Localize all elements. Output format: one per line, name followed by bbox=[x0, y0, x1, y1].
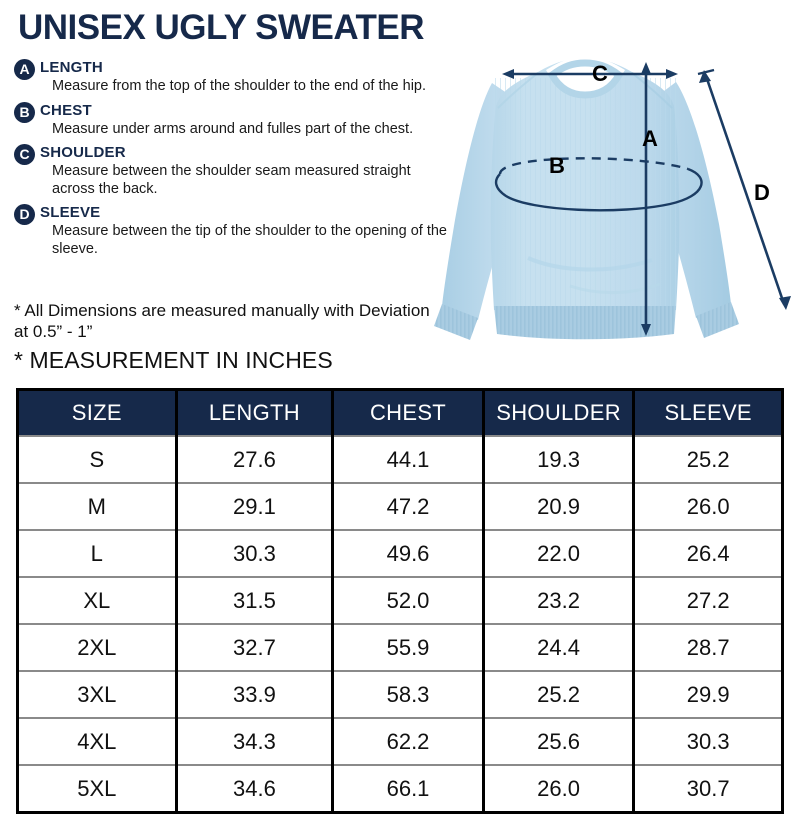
column-header-sleeve: SLEEVE bbox=[633, 389, 783, 437]
badge-a-icon: A bbox=[14, 59, 35, 80]
sweater-right-cuff bbox=[696, 302, 739, 338]
column-header-chest: CHEST bbox=[332, 389, 485, 437]
marker-letters: C A B D bbox=[549, 61, 770, 205]
legend-desc-shoulder: Measure between the shoulder seam measur… bbox=[52, 163, 411, 197]
legend-item-length: A LENGTH Measure from the top of the sho… bbox=[14, 58, 464, 96]
legend-desc-sleeve: Measure between the tip of the shoulder … bbox=[52, 223, 447, 257]
table-row: 5XL 34.6 66.1 26.0 30.7 bbox=[17, 764, 783, 813]
table-row: 2XL 32.7 55.9 24.4 28.7 bbox=[17, 623, 783, 671]
cell-chest: 49.6 bbox=[332, 529, 485, 577]
cell-chest: 55.9 bbox=[332, 623, 485, 671]
cell-sleeve: 29.9 bbox=[633, 670, 783, 718]
table-header-row: SIZE LENGTH CHEST SHOULDER SLEEVE bbox=[17, 389, 783, 437]
sweater-hem-ribbing bbox=[494, 306, 676, 340]
sweater-fold-a bbox=[527, 256, 653, 272]
size-chart-table: SIZE LENGTH CHEST SHOULDER SLEEVE S 27.6… bbox=[16, 388, 784, 814]
cell-shoulder: 25.6 bbox=[483, 717, 636, 765]
column-header-length: LENGTH bbox=[176, 389, 335, 437]
cell-shoulder: 22.0 bbox=[483, 529, 636, 577]
sweater-body-ribbing bbox=[491, 78, 679, 310]
sweater-shoulder-seam-left bbox=[497, 72, 539, 109]
cell-size: M bbox=[17, 482, 178, 530]
cell-size: 3XL bbox=[17, 670, 178, 718]
table-row: 4XL 34.3 62.2 25.6 30.3 bbox=[17, 717, 783, 765]
legend-item-sleeve: D SLEEVE Measure between the tip of the … bbox=[14, 203, 464, 258]
arrow-d bbox=[697, 68, 791, 310]
cell-length: 34.3 bbox=[176, 717, 335, 765]
cell-length: 32.7 bbox=[176, 623, 335, 671]
column-header-shoulder: SHOULDER bbox=[483, 389, 636, 437]
legend-label-sleeve: SLEEVE bbox=[40, 204, 101, 221]
cell-shoulder: 24.4 bbox=[483, 623, 636, 671]
cell-length: 31.5 bbox=[176, 576, 335, 624]
cell-shoulder: 19.3 bbox=[483, 436, 636, 483]
legend-item-shoulder: C SHOULDER Measure between the shoulder … bbox=[14, 143, 464, 198]
cell-chest: 47.2 bbox=[332, 482, 485, 530]
cell-length: 30.3 bbox=[176, 529, 335, 577]
cell-shoulder: 25.2 bbox=[483, 670, 636, 718]
cell-sleeve: 26.4 bbox=[633, 529, 783, 577]
cell-sleeve: 25.2 bbox=[633, 436, 783, 483]
marker-d: D bbox=[754, 180, 770, 205]
sweater-garment bbox=[434, 57, 739, 340]
cell-shoulder: 20.9 bbox=[483, 482, 636, 530]
measurement-arrows bbox=[494, 62, 791, 336]
cell-chest: 52.0 bbox=[332, 576, 485, 624]
column-header-size: SIZE bbox=[17, 389, 178, 437]
cell-size: XL bbox=[17, 576, 178, 624]
cell-sleeve: 30.7 bbox=[633, 764, 783, 813]
cell-length: 29.1 bbox=[176, 482, 335, 530]
marker-a: A bbox=[642, 126, 658, 151]
sweater-left-cuff bbox=[434, 304, 478, 340]
note-deviation: * All Dimensions are measured manually w… bbox=[14, 301, 430, 341]
cell-chest: 58.3 bbox=[332, 670, 485, 718]
cell-chest: 66.1 bbox=[332, 764, 485, 813]
marker-b: B bbox=[549, 153, 565, 178]
table-row: S 27.6 44.1 19.3 25.2 bbox=[17, 436, 783, 483]
cell-chest: 44.1 bbox=[332, 436, 485, 483]
legend-desc-chest: Measure under arms around and fulles par… bbox=[52, 120, 414, 137]
sweater-shoulder-seam-right bbox=[631, 72, 673, 109]
cell-size: 2XL bbox=[17, 623, 178, 671]
arrow-b bbox=[494, 157, 703, 212]
table-row: L 30.3 49.6 22.0 26.4 bbox=[17, 529, 783, 577]
table-row: M 29.1 47.2 20.9 26.0 bbox=[17, 482, 783, 530]
badge-c-icon: C bbox=[14, 144, 35, 165]
marker-c: C bbox=[592, 61, 608, 86]
legend-label-length: LENGTH bbox=[40, 59, 103, 76]
table-row: 3XL 33.9 58.3 25.2 29.9 bbox=[17, 670, 783, 718]
cell-size: L bbox=[17, 529, 178, 577]
table-body: S 27.6 44.1 19.3 25.2 M 29.1 47.2 20.9 2… bbox=[17, 436, 783, 813]
cell-size: S bbox=[17, 436, 178, 483]
cell-shoulder: 26.0 bbox=[483, 764, 636, 813]
cell-length: 34.6 bbox=[176, 764, 335, 813]
cell-length: 33.9 bbox=[176, 670, 335, 718]
page-title: UNISEX UGLY SWEATER bbox=[18, 8, 425, 47]
measurement-legend: A LENGTH Measure from the top of the sho… bbox=[14, 58, 464, 263]
cell-sleeve: 26.0 bbox=[633, 482, 783, 530]
legend-desc-length: Measure from the top of the shoulder to … bbox=[52, 78, 427, 94]
cell-sleeve: 30.3 bbox=[633, 717, 783, 765]
cell-sleeve: 27.2 bbox=[633, 576, 783, 624]
arrow-a bbox=[641, 62, 651, 336]
cell-size: 5XL bbox=[17, 764, 178, 813]
badge-d-icon: D bbox=[14, 204, 35, 225]
table-row: XL 31.5 52.0 23.2 27.2 bbox=[17, 576, 783, 624]
cell-chest: 62.2 bbox=[332, 717, 485, 765]
legend-item-chest: B CHEST Measure under arms around and fu… bbox=[14, 101, 464, 139]
cell-length: 27.6 bbox=[176, 436, 335, 483]
cell-sleeve: 28.7 bbox=[633, 623, 783, 671]
legend-label-chest: CHEST bbox=[40, 101, 92, 119]
badge-b-icon: B bbox=[14, 101, 35, 123]
note-units: * MEASUREMENT IN INCHES bbox=[14, 347, 333, 373]
cell-shoulder: 23.2 bbox=[483, 576, 636, 624]
cell-size: 4XL bbox=[17, 717, 178, 765]
sweater-diagram: C A B D bbox=[420, 48, 800, 353]
legend-label-shoulder: SHOULDER bbox=[40, 144, 126, 161]
sweater-fold-b bbox=[569, 282, 661, 294]
